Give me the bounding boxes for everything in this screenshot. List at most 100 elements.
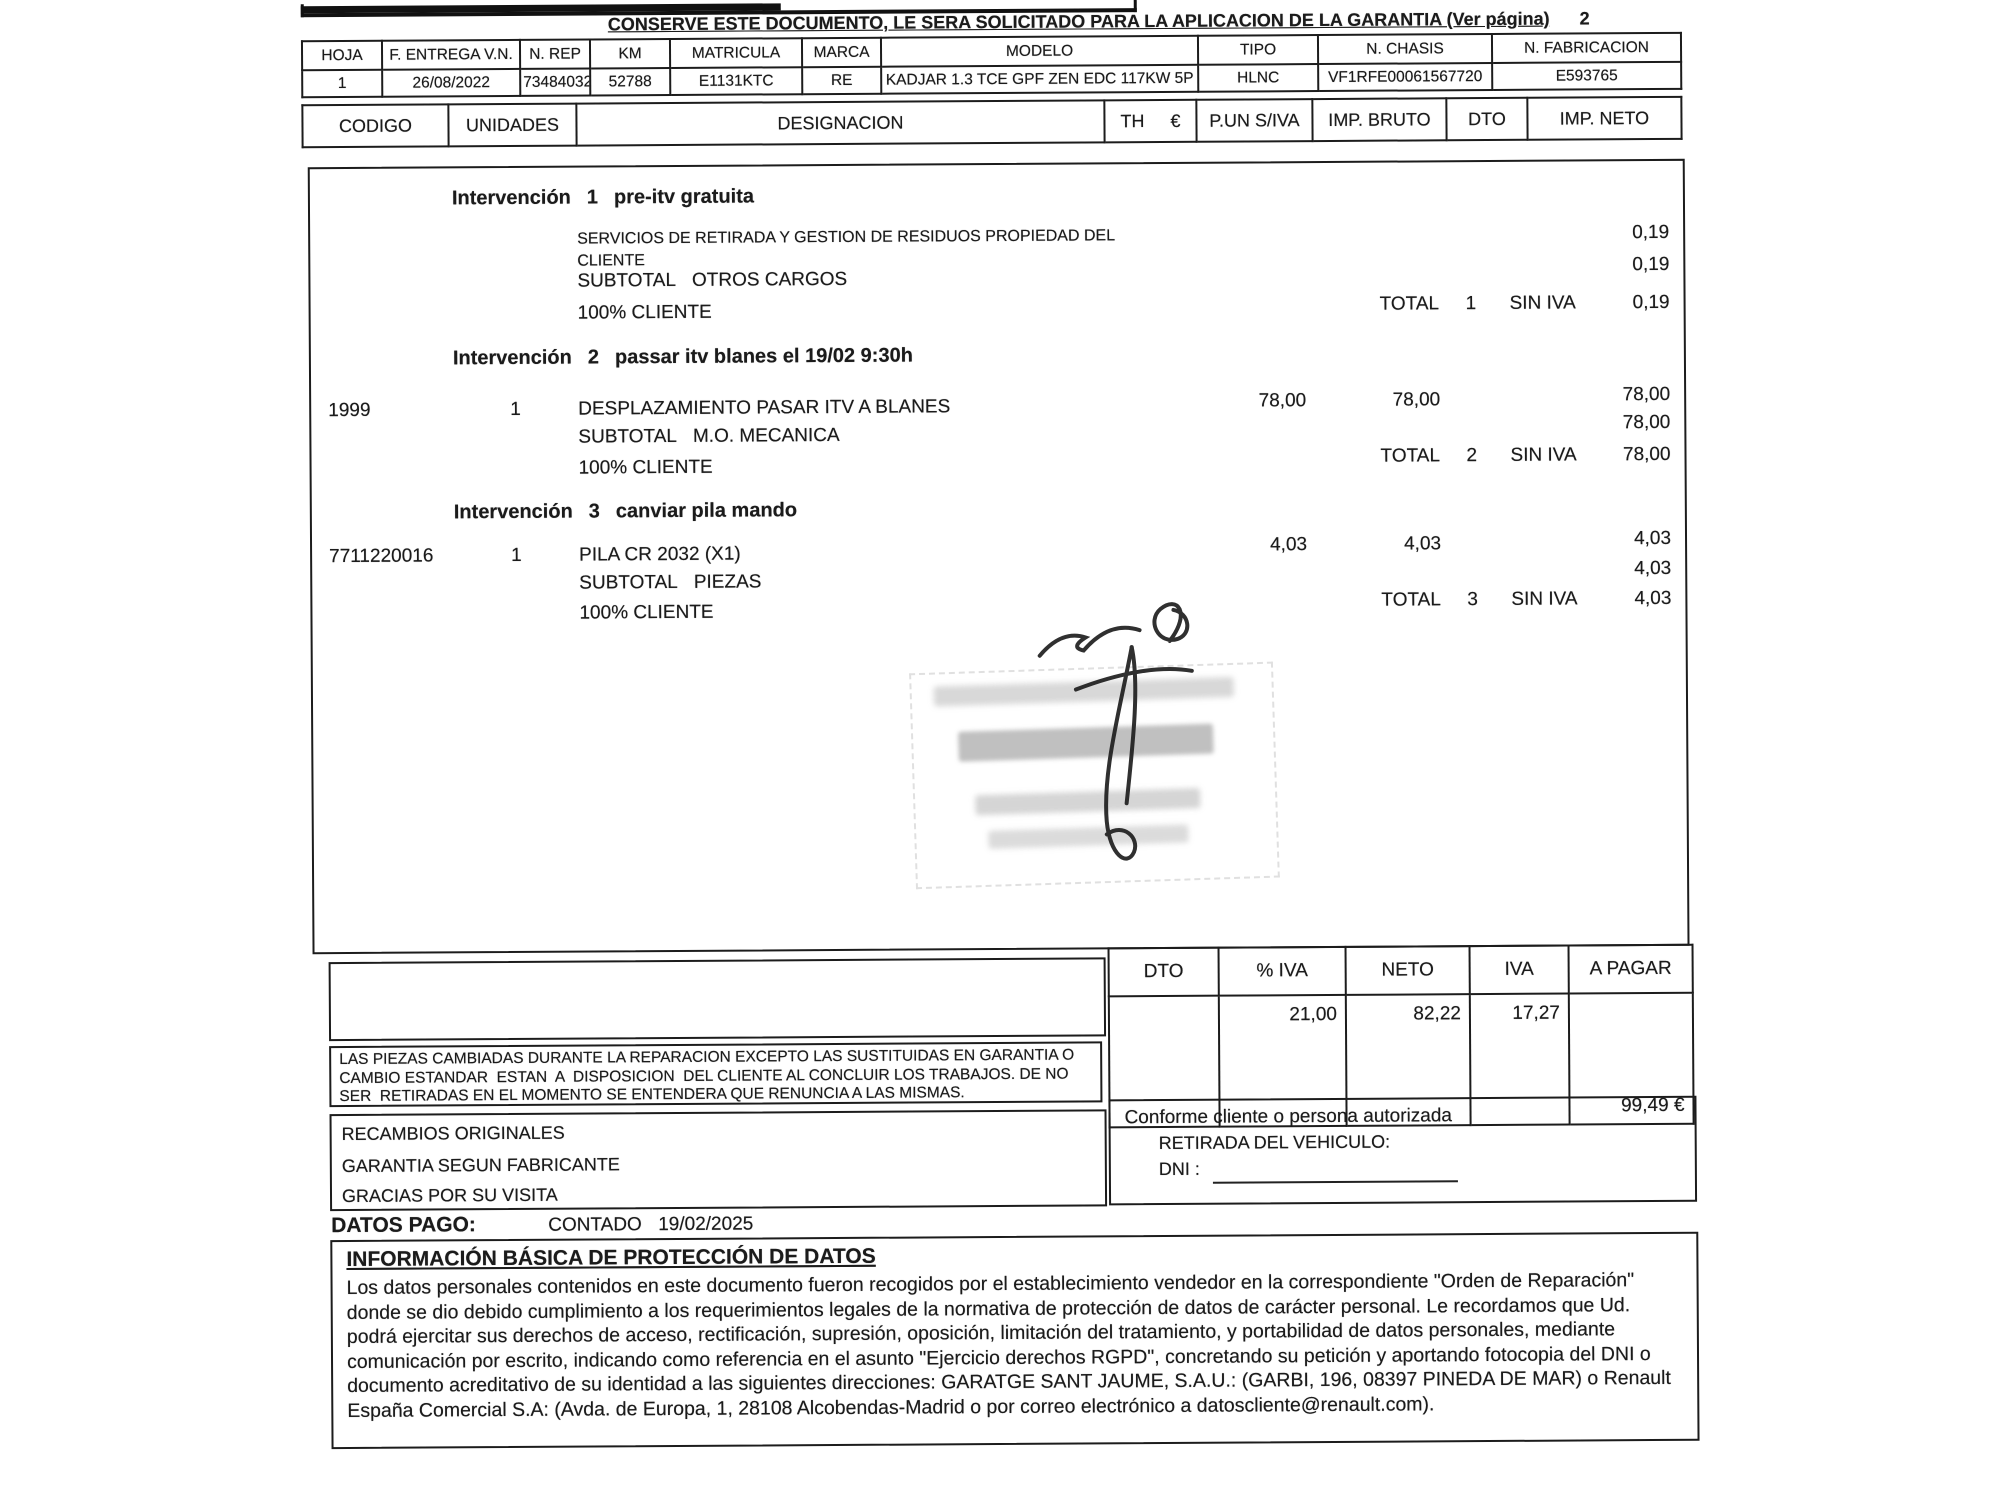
privacy-body: Los datos personales contenidos en este … xyxy=(346,1269,1671,1422)
euro-symbol: € xyxy=(1170,110,1181,131)
subtotal-type: OTROS CARGOS xyxy=(691,268,848,291)
subtotal-label: SUBTOTAL xyxy=(578,425,677,448)
items-header-th: TH € xyxy=(1104,99,1197,143)
line-description: DESPLAZAMIENTO PASAR ITV A BLANES xyxy=(578,396,951,420)
total-label: TOTAL xyxy=(1379,293,1440,315)
totals-header-pct-iva: % IVA xyxy=(1218,946,1346,996)
subtotal-type: M.O. MECANICA xyxy=(692,424,840,447)
vehicle-value-tipo: HLNC xyxy=(1198,64,1319,92)
intervention-number: 3 xyxy=(588,500,600,523)
messages-box: RECAMBIOS ORIGINALES GARANTIA SEGUN FABR… xyxy=(329,1109,1108,1212)
subtotal-label: SUBTOTAL xyxy=(577,269,677,292)
items-header-th-label: TH xyxy=(1120,110,1145,131)
client-share-line: 100% CLIENTE xyxy=(579,601,714,624)
vehicle-value-nrep: 73484032 xyxy=(520,68,591,96)
amount-neto-subtotal: 4,03 xyxy=(1634,557,1672,580)
dni-label: DNI : xyxy=(1158,1158,1200,1180)
vehicle-header-marca: MARCA xyxy=(801,37,882,68)
totals-header-dto: DTO xyxy=(1108,947,1219,997)
totals-header-iva: IVA xyxy=(1469,945,1569,995)
intervention-name: pre-itv gratuita xyxy=(613,185,755,209)
item-units: 1 xyxy=(510,398,521,420)
items-header-dto: DTO xyxy=(1446,97,1528,141)
intervention-title: Intervención 3 canviar pila mando xyxy=(454,499,797,524)
amount-bruto: 4,03 xyxy=(1404,533,1442,555)
amount-neto-line: 0,19 xyxy=(1632,221,1670,244)
intervention-label: Intervención xyxy=(453,500,573,524)
total-label: TOTAL xyxy=(1380,445,1441,467)
privacy-box: INFORMACIÓN BÁSICA DE PROTECCIÓN DE DATO… xyxy=(330,1231,1700,1450)
amount-total: 78,00 xyxy=(1622,443,1671,466)
intervention-name: passar itv blanes el 19/02 9:30h xyxy=(614,344,913,369)
subtotal-line: SUBTOTAL PIEZAS xyxy=(579,571,761,594)
vehicle-value-matricula: E1131KTC xyxy=(670,67,803,96)
vehicle-header-matricula: MATRICULA xyxy=(669,38,803,69)
empty-note-box xyxy=(328,957,1107,1042)
totals-header-a-pagar: A PAGAR xyxy=(1568,944,1693,994)
message-line: GRACIAS POR SU VISITA xyxy=(341,1184,558,1207)
payment-label: DATOS PAGO: xyxy=(331,1213,476,1238)
intervention-number: 2 xyxy=(587,346,600,369)
line-description: PILA CR 2032 (X1) xyxy=(579,543,741,566)
vehicle-value-fabricacion: E593765 xyxy=(1492,61,1682,90)
item-code: 1999 xyxy=(328,399,371,422)
vehicle-header-modelo: MODELO xyxy=(880,35,1199,67)
subtotal-type: PIEZAS xyxy=(693,571,762,593)
vehicle-pickup-label: RETIRADA DEL VEHICULO: xyxy=(1158,1131,1391,1154)
total-number: 3 xyxy=(1467,589,1479,611)
vehicle-header-nrep: N. REP xyxy=(519,39,591,69)
vehicle-value-marca: RE xyxy=(802,66,882,95)
intervention-label: Intervención xyxy=(452,346,572,370)
client-share-line: 100% CLIENTE xyxy=(578,456,713,479)
vehicle-header-hoja: HOJA xyxy=(301,40,383,71)
intervention-title: Intervención 2 passar itv blanes el 19/02 … xyxy=(453,345,913,371)
amount-neto-subtotal: 0,19 xyxy=(1632,253,1670,276)
intervention-title: Intervención 1 pre-itv gratuita xyxy=(452,185,754,210)
signature xyxy=(1037,602,1194,861)
total-number: 1 xyxy=(1465,293,1477,315)
amount-neto-line: 4,03 xyxy=(1633,527,1672,550)
line-description: SERVICIOS DE RETIRADA Y GESTION DE RESID… xyxy=(577,227,1116,248)
vehicle-value-hoja: 1 xyxy=(302,69,383,98)
amount-bruto: 78,00 xyxy=(1392,389,1441,411)
vehicle-value-km: 52788 xyxy=(590,68,671,96)
items-header-unidades: UNIDADES xyxy=(448,103,577,147)
item-units: 1 xyxy=(511,544,522,566)
approval-title: Conforme cliente o persona autorizada xyxy=(1124,1105,1453,1129)
items-header-designacion: DESIGNACION xyxy=(576,100,1105,146)
total-label: TOTAL xyxy=(1381,589,1441,611)
customer-approval-box: Conforme cliente o persona autorizada RE… xyxy=(1108,1095,1698,1206)
payment-date: 19/02/2025 xyxy=(658,1213,754,1236)
items-header-codigo: CODIGO xyxy=(302,104,449,148)
vehicle-value-modelo: KADJAR 1.3 TCE GPF ZEN EDC 117KW 5P xyxy=(881,64,1199,94)
message-line: RECAMBIOS ORIGINALES xyxy=(341,1122,565,1145)
amount-neto-subtotal: 78,00 xyxy=(1622,411,1671,434)
pieces-disclaimer: LAS PIEZAS CAMBIADAS DURANTE LA REPARACI… xyxy=(329,1041,1103,1108)
payment-method: CONTADO xyxy=(548,1214,642,1236)
message-line: GARANTIA SEGUN FABRICANTE xyxy=(341,1154,620,1177)
items-header-bruto: IMP. BRUTO xyxy=(1312,98,1447,142)
vehicle-header-entrega: F. ENTREGA V.N. xyxy=(381,39,521,70)
subtotal-line: SUBTOTAL OTROS CARGOS xyxy=(577,269,847,293)
amount-pun: 4,03 xyxy=(1270,534,1308,556)
warranty-notice-page: 2 xyxy=(1579,8,1590,29)
vehicle-header-km: KM xyxy=(589,39,671,69)
subtotal-label: SUBTOTAL xyxy=(579,571,678,594)
items-header-pun: P.UN S/IVA xyxy=(1196,99,1313,142)
line-description-cont: CLIENTE xyxy=(577,252,645,270)
amount-neto-line: 78,00 xyxy=(1622,383,1671,406)
amount-total: 4,03 xyxy=(1634,587,1672,610)
vehicle-table: HOJA F. ENTREGA V.N. N. REP KM MATRICULA… xyxy=(301,32,1682,98)
items-header: CODIGO UNIDADES DESIGNACION TH € P.UN S/… xyxy=(301,96,1682,148)
totals-header-neto: NETO xyxy=(1345,946,1470,995)
vehicle-header-tipo: TIPO xyxy=(1197,35,1319,65)
subtotal-line: SUBTOTAL M.O. MECANICA xyxy=(578,425,839,449)
privacy-title: INFORMACIÓN BÁSICA DE PROTECCIÓN DE DATO… xyxy=(346,1244,876,1272)
item-code: 7711220016 xyxy=(329,545,434,568)
vehicle-value-chasis: VF1RFE00061567720 xyxy=(1318,62,1493,92)
amount-total: 0,19 xyxy=(1632,291,1670,314)
intervention-label: Intervención xyxy=(451,186,571,210)
vehicle-header-fabricacion: N. FABRICACION xyxy=(1491,32,1682,63)
dni-blank-line xyxy=(1212,1179,1458,1184)
